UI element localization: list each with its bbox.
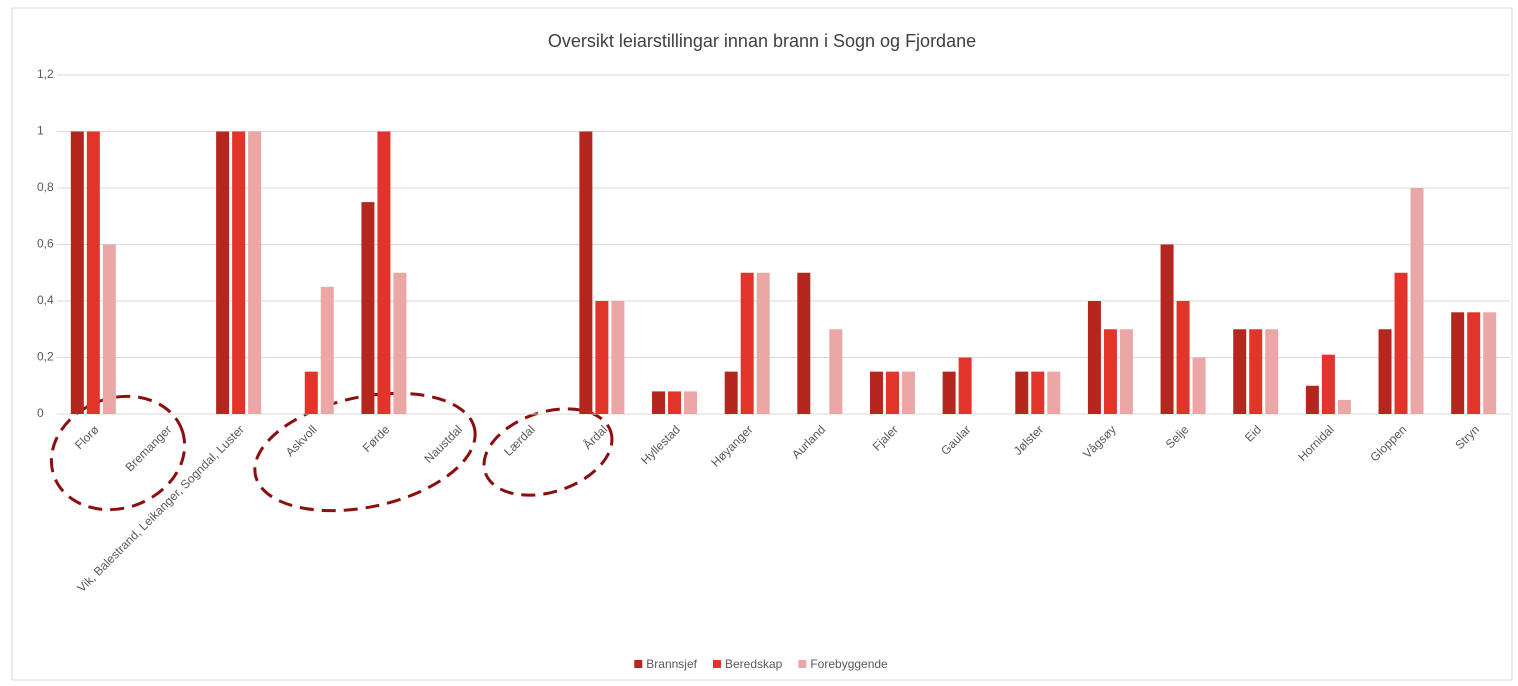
legend-swatch (634, 660, 643, 668)
bar (611, 301, 625, 414)
bar (1467, 312, 1481, 414)
bar (232, 131, 246, 414)
bar (1031, 371, 1045, 414)
bar (320, 286, 334, 414)
bar (1103, 329, 1117, 414)
legend: Brannsjef Beredskap Forebyggende (634, 657, 888, 671)
bar (86, 131, 100, 414)
y-tick-label: 0 (37, 406, 44, 420)
bar (958, 357, 972, 414)
bar (724, 371, 738, 414)
bar (1483, 312, 1497, 414)
bar (740, 272, 754, 414)
bar (668, 391, 682, 414)
bar (70, 131, 84, 414)
bar (216, 131, 230, 414)
y-tick-label: 0,4 (37, 293, 54, 307)
bar (1337, 399, 1351, 414)
y-tick-label: 0,8 (37, 180, 54, 194)
bar (1451, 312, 1465, 414)
legend-swatch (712, 660, 721, 668)
bar (393, 272, 407, 414)
bar (377, 131, 391, 414)
bar (1378, 329, 1392, 414)
y-tick-label: 0,6 (37, 237, 54, 251)
y-tick-label: 1,2 (37, 67, 54, 81)
bar (1321, 354, 1335, 414)
y-tick-label: 0,2 (37, 350, 54, 364)
bar (1119, 329, 1133, 414)
bar (942, 371, 956, 414)
bar (1192, 357, 1206, 414)
bar (1265, 329, 1279, 414)
annotation-ellipse (253, 391, 477, 513)
y-tick-label: 1 (37, 124, 44, 138)
legend-swatch (798, 660, 807, 668)
legend-label: Forebyggende (810, 657, 888, 671)
bar (1249, 329, 1263, 414)
bar (684, 391, 698, 414)
legend-label: Brannsjef (646, 657, 697, 671)
bar (652, 391, 666, 414)
bar (361, 202, 375, 414)
bar (304, 371, 318, 414)
bar (1047, 371, 1061, 414)
bar (901, 371, 915, 414)
bar (248, 131, 262, 414)
bar (885, 371, 899, 414)
bar (829, 329, 843, 414)
bar (595, 301, 609, 414)
legend-label: Beredskap (725, 657, 783, 671)
bar (797, 272, 811, 414)
bar (1087, 301, 1101, 414)
bar (1305, 385, 1319, 414)
bar (1160, 244, 1174, 414)
bar (756, 272, 770, 414)
bar (579, 131, 593, 414)
bar (1015, 371, 1029, 414)
bar (869, 371, 883, 414)
bar (1394, 272, 1408, 414)
bar (1233, 329, 1247, 414)
bar (1410, 188, 1424, 414)
chart-title: Oversikt leiarstillingar innan brann i S… (548, 31, 976, 51)
bar (102, 244, 116, 414)
bar (1176, 301, 1190, 414)
